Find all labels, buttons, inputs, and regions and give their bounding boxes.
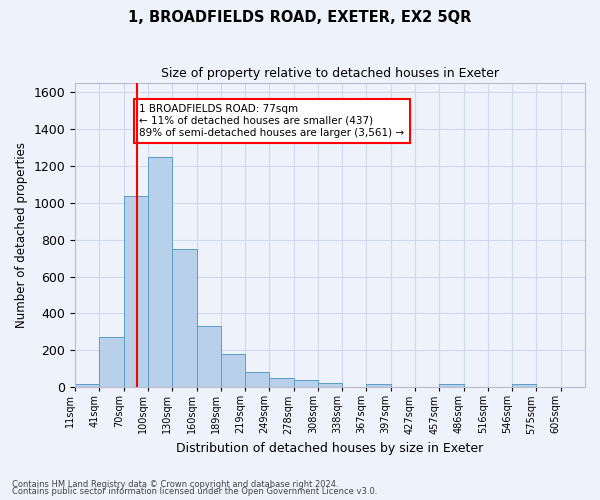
Y-axis label: Number of detached properties: Number of detached properties	[15, 142, 28, 328]
Bar	[245, 372, 269, 387]
Title: Size of property relative to detached houses in Exeter: Size of property relative to detached ho…	[161, 68, 499, 80]
Text: 1 BROADFIELDS ROAD: 77sqm
← 11% of detached houses are smaller (437)
89% of semi: 1 BROADFIELDS ROAD: 77sqm ← 11% of detac…	[139, 104, 404, 138]
Bar	[221, 354, 245, 387]
X-axis label: Distribution of detached houses by size in Exeter: Distribution of detached houses by size …	[176, 442, 484, 455]
Bar	[75, 384, 100, 387]
Bar	[318, 383, 342, 387]
Text: 1, BROADFIELDS ROAD, EXETER, EX2 5QR: 1, BROADFIELDS ROAD, EXETER, EX2 5QR	[128, 10, 472, 25]
Bar	[172, 249, 197, 387]
Bar	[367, 384, 391, 387]
Bar	[293, 380, 318, 387]
Bar	[197, 326, 221, 387]
Bar	[124, 196, 148, 387]
Bar	[439, 384, 464, 387]
Bar	[512, 384, 536, 387]
Bar	[148, 157, 172, 387]
Text: Contains public sector information licensed under the Open Government Licence v3: Contains public sector information licen…	[12, 487, 377, 496]
Text: Contains HM Land Registry data © Crown copyright and database right 2024.: Contains HM Land Registry data © Crown c…	[12, 480, 338, 489]
Bar	[100, 336, 124, 387]
Bar	[269, 378, 293, 387]
